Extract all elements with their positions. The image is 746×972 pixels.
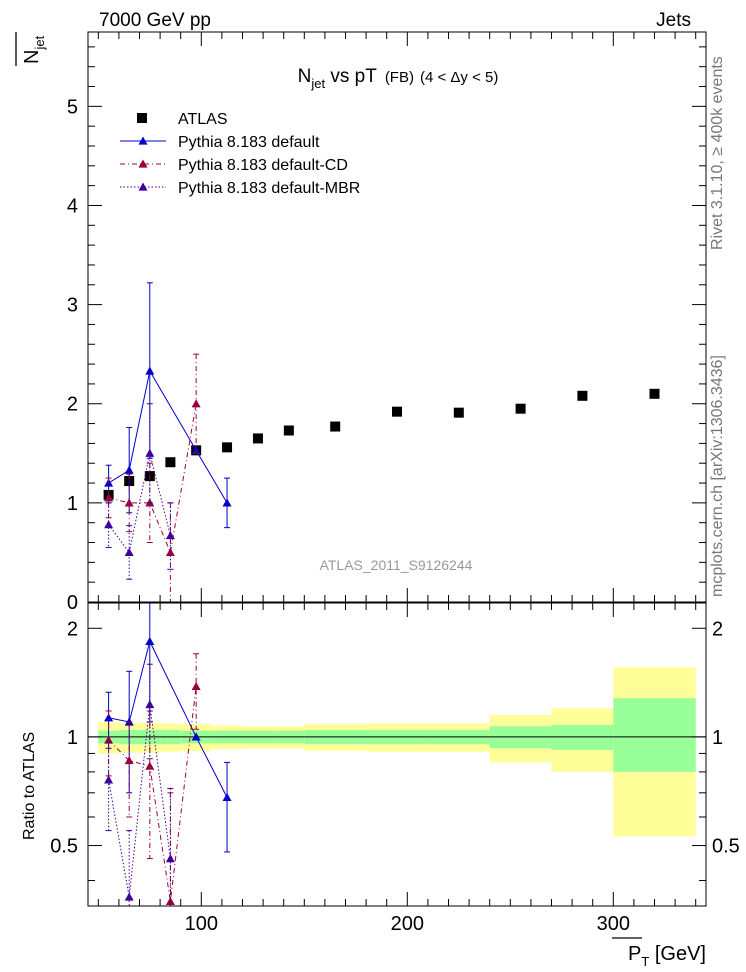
main-ytick-label-1: 1 bbox=[67, 493, 78, 515]
pythia-8-183-default-mbr-point-0 bbox=[104, 520, 114, 529]
ratio-axis-ticks: 0.5 0.5 1 1 2 2 100 200 300 bbox=[50, 603, 740, 935]
pythia-8-183-default-cd-point-4 bbox=[191, 399, 201, 408]
pythia-8-183-default-point-2 bbox=[145, 366, 155, 375]
ratio-pythia-8-183-default-mbr-point-2 bbox=[145, 699, 155, 709]
title-main-rest: vs pT bbox=[325, 66, 377, 87]
main-ytick-label-3: 3 bbox=[67, 295, 78, 317]
ratio-pythia-8-183-default-mbr-point-0 bbox=[104, 775, 114, 784]
pythia-8-183-default-point-1 bbox=[124, 465, 134, 474]
ratio-frame bbox=[87, 602, 707, 907]
main-data-marks bbox=[103, 282, 660, 602]
ratio-y-label: Ratio to ATLAS bbox=[21, 732, 38, 840]
ratio-pythia-8-183-default-mbr-point-3 bbox=[165, 854, 175, 863]
atlas-point-5 bbox=[222, 442, 233, 453]
atlas-point-13 bbox=[649, 388, 660, 399]
xlabel-main: P bbox=[628, 943, 641, 965]
ratio-pythia-8-183-default-point-2 bbox=[145, 636, 155, 645]
title-tag: (FB) bbox=[385, 69, 414, 86]
pythia-8-183-default-point-4 bbox=[222, 498, 232, 507]
legend-marker-pythia-8-183-default bbox=[138, 136, 148, 145]
main-ytick-label-2: 2 bbox=[67, 394, 78, 416]
title-main-sub: jet bbox=[310, 76, 325, 91]
legend-label-pythia-8-183-default: Pythia 8.183 default bbox=[178, 134, 320, 151]
atlas-point-3 bbox=[165, 457, 176, 468]
pythia-8-183-default-mbr-point-1 bbox=[124, 547, 134, 557]
band-inner-12 bbox=[551, 724, 614, 750]
ratio-pythia-8-183-default-point-0 bbox=[104, 713, 114, 722]
atlas-point-12 bbox=[577, 390, 588, 401]
svg-text:Njet: Njet bbox=[21, 35, 47, 64]
ylabel-main-sub: jet bbox=[32, 35, 47, 50]
ratio-ytick-label-left-0.5: 0.5 bbox=[50, 836, 78, 858]
atlas-point-9 bbox=[392, 406, 402, 417]
pythia-8-183-default-cd-line bbox=[108, 403, 197, 555]
ratio-xtick-label-100: 100 bbox=[185, 913, 218, 935]
ratio-ytick-label-right-2: 2 bbox=[712, 618, 723, 640]
x-axis-label: PT [GeV] bbox=[612, 937, 706, 969]
ratio-xtick-label-200: 200 bbox=[391, 913, 424, 935]
main-ytick-label-0: 0 bbox=[67, 592, 78, 614]
main-axis-ticks: 0 1 2 3 4 5 bbox=[67, 32, 706, 614]
ratio-pythia-8-183-default-point-3 bbox=[191, 732, 201, 741]
ratio-ytick-label-right-1: 1 bbox=[712, 727, 723, 749]
ratio-ytick-label-left-1: 1 bbox=[67, 727, 78, 749]
ratio-pythia-8-183-default-cd-point-4 bbox=[191, 681, 201, 691]
ratio-ytick-label-right-0.5: 0.5 bbox=[712, 836, 740, 858]
ratio-ytick-label-left-2: 2 bbox=[67, 618, 78, 640]
legend-marker-pythia-8-183-default-cd bbox=[138, 159, 148, 168]
atlas-point-10 bbox=[453, 407, 464, 418]
legend-marker-atlas bbox=[137, 113, 147, 123]
svg-text:Rivet 3.1.10, ≥ 400k events: Rivet 3.1.10, ≥ 400k events bbox=[709, 56, 726, 250]
pythia-8-183-default-cd-point-1 bbox=[124, 498, 134, 507]
analysis-label: ATLAS_2011_S9126244 bbox=[320, 557, 473, 573]
ratio-xtick-label-300: 300 bbox=[597, 913, 630, 935]
ratio-data-marks bbox=[104, 602, 232, 907]
pythia-8-183-default-point-3 bbox=[191, 445, 201, 454]
mcplots-label: mcplots.cern.ch [arXiv:1306.3436] bbox=[709, 355, 726, 597]
legend: ATLAS Pythia 8.183 default Pythia 8.183 de… bbox=[120, 111, 360, 197]
xlabel-unit: [GeV] bbox=[649, 943, 706, 965]
pythia-8-183-default-mbr-line bbox=[108, 453, 171, 554]
header-right: Jets bbox=[656, 10, 691, 31]
legend-marker-pythia-8-183-default-mbr bbox=[138, 182, 148, 191]
rivet-prefix: Rivet 3.1.10, bbox=[709, 156, 726, 250]
atlas-point-8 bbox=[330, 421, 341, 432]
rivet-label: Rivet 3.1.10, ≥ 400k events bbox=[709, 56, 726, 250]
main-y-label: Njet bbox=[15, 32, 47, 66]
main-title: Njet vs pT (FB) (4 < Δy < 5) bbox=[298, 66, 499, 91]
ratio-pythia-8-183-default-cd-point-2 bbox=[145, 761, 155, 770]
ratio-pythia-8-183-default-point-4 bbox=[222, 792, 232, 801]
ratio-pythia-8-183-default-cd-line bbox=[108, 686, 197, 902]
legend-label-pythia-8-183-default-cd: Pythia 8.183 default-CD bbox=[178, 157, 348, 174]
atlas-point-7 bbox=[283, 425, 294, 436]
ratio-pythia-8-183-default-line bbox=[108, 639, 228, 798]
main-ytick-label-4: 4 bbox=[67, 195, 78, 217]
ratio-pythia-8-183-default-mbr-point-1 bbox=[124, 892, 134, 901]
legend-label-pythia-8-183-default-mbr: Pythia 8.183 default-MBR bbox=[178, 180, 360, 197]
pythia-8-183-default-mbr-point-2 bbox=[145, 448, 155, 457]
title-main: N bbox=[298, 66, 312, 87]
header-left: 7000 GeV pp bbox=[99, 10, 211, 31]
ylabel-main: N bbox=[21, 50, 43, 64]
rivet-events: ≥ 400k events bbox=[709, 56, 726, 156]
svg-text:PT [GeV]: PT [GeV] bbox=[628, 943, 706, 969]
band-inner-13 bbox=[613, 698, 696, 772]
pythia-8-183-default-mbr-point-3 bbox=[165, 531, 175, 540]
title-range: (4 < Δy < 5) bbox=[420, 69, 498, 86]
atlas-point-11 bbox=[515, 403, 526, 414]
legend-label-atlas: ATLAS bbox=[178, 111, 228, 128]
ratio-pythia-8-183-default-cd-point-1 bbox=[124, 756, 134, 765]
main-frame bbox=[87, 31, 707, 603]
atlas-point-6 bbox=[252, 433, 263, 444]
xlabel-sub: T bbox=[641, 954, 649, 969]
pythia-8-183-default-cd-point-0 bbox=[104, 493, 114, 502]
main-ytick-label-5: 5 bbox=[67, 96, 78, 118]
